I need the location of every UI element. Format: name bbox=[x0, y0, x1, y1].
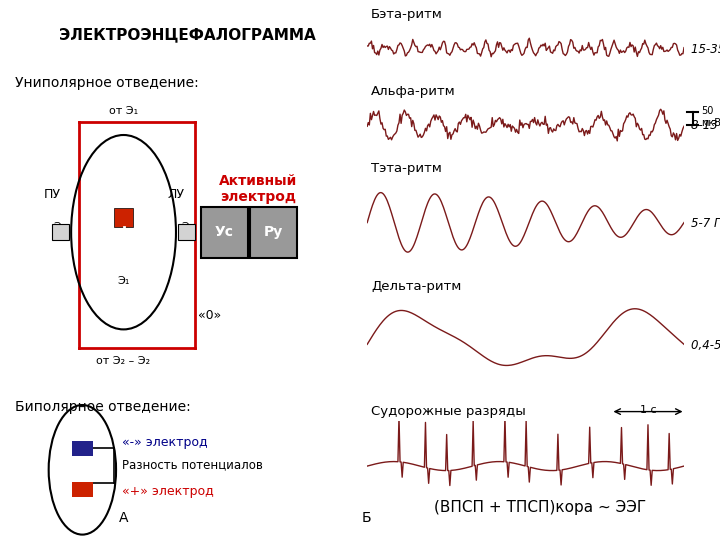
Text: 8-13 Гц: 8-13 Гц bbox=[691, 119, 720, 132]
Text: Активный
электрод: Активный электрод bbox=[219, 174, 297, 204]
Text: 1 с: 1 с bbox=[639, 405, 657, 415]
Text: «-» электрод: «-» электрод bbox=[122, 436, 207, 449]
Text: Тэта-ритм: Тэта-ритм bbox=[371, 161, 442, 174]
Text: Ру: Ру bbox=[264, 225, 283, 239]
Text: ПУ: ПУ bbox=[44, 188, 61, 201]
Text: Биполярное отведение:: Биполярное отведение: bbox=[15, 400, 191, 414]
Text: Э₁: Э₁ bbox=[117, 276, 130, 286]
Bar bbox=[72, 441, 93, 456]
Text: ЛУ: ЛУ bbox=[168, 188, 184, 201]
Bar bbox=[72, 482, 93, 497]
Text: Бэта-ритм: Бэта-ритм bbox=[371, 8, 443, 21]
Text: от Э₂ – Э₂: от Э₂ – Э₂ bbox=[96, 356, 150, 367]
Text: Дельта-ритм: Дельта-ритм bbox=[371, 280, 462, 293]
Text: 50
мкВ: 50 мкВ bbox=[701, 106, 720, 128]
Text: Ус: Ус bbox=[215, 225, 234, 239]
Bar bbox=[114, 208, 133, 227]
Text: Альфа-ритм: Альфа-ритм bbox=[371, 85, 456, 98]
FancyBboxPatch shape bbox=[250, 207, 297, 258]
Text: 5-7 Гц: 5-7 Гц bbox=[691, 216, 720, 229]
Text: ЭЛЕКТРОЭНЦЕФАЛОГРАММА: ЭЛЕКТРОЭНЦЕФАЛОГРАММА bbox=[59, 27, 315, 42]
Bar bbox=[53, 224, 69, 240]
Text: 15-35 Гц: 15-35 Гц bbox=[691, 42, 720, 55]
Text: «0»: «0» bbox=[199, 309, 222, 322]
Bar bbox=[178, 224, 194, 240]
Text: Б: Б bbox=[362, 511, 372, 525]
Text: Униполярное отведение:: Униполярное отведение: bbox=[15, 76, 199, 90]
Text: «+» электрод: «+» электрод bbox=[122, 485, 213, 498]
Text: Судорожные разряды: Судорожные разряды bbox=[371, 405, 526, 418]
Text: Э₂: Э₂ bbox=[181, 222, 194, 232]
Text: А: А bbox=[119, 511, 128, 525]
FancyBboxPatch shape bbox=[202, 207, 248, 258]
Text: 0,4-5 Гц: 0,4-5 Гц bbox=[691, 338, 720, 351]
Text: Разность потенциалов: Разность потенциалов bbox=[122, 458, 263, 471]
Text: Э₂: Э₂ bbox=[54, 222, 66, 232]
Text: от Э₁: от Э₁ bbox=[109, 106, 138, 116]
Text: (ВПСП + ТПСП)кора ~ ЭЭГ: (ВПСП + ТПСП)кора ~ ЭЭГ bbox=[434, 500, 646, 515]
